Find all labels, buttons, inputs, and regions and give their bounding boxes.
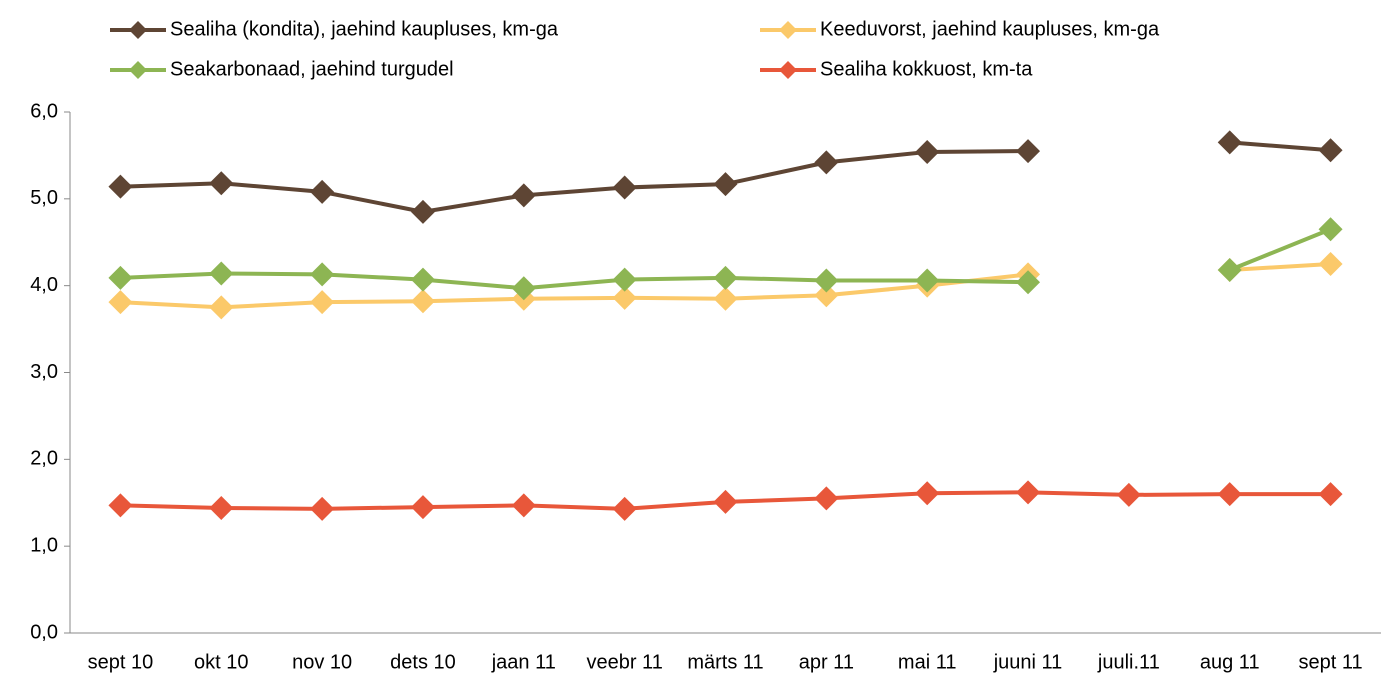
x-tick-label: nov 10 (292, 651, 352, 673)
x-tick-label: apr 11 (799, 651, 854, 673)
data-marker (511, 183, 536, 208)
data-marker (1116, 482, 1141, 507)
data-marker (410, 495, 435, 520)
data-marker (310, 290, 335, 315)
data-marker (612, 285, 637, 310)
data-marker (410, 199, 435, 224)
series-line (120, 140, 1331, 214)
data-marker (1318, 217, 1343, 242)
x-tick-label: juuni 11 (993, 651, 1063, 673)
y-tick-label: 4,0 (30, 274, 58, 296)
data-marker (1318, 482, 1343, 507)
data-marker (1318, 138, 1343, 163)
data-marker (108, 290, 133, 315)
data-marker (108, 265, 133, 290)
legend-marker (779, 21, 797, 39)
legend-label: Seakarbonaad, jaehind turgudel (170, 58, 454, 80)
data-marker (1016, 139, 1041, 164)
series-line (120, 227, 1332, 291)
x-tick-label: okt 10 (194, 651, 248, 673)
data-marker (1217, 482, 1242, 507)
legend-label: Sealiha kokkuost, km-ta (820, 58, 1033, 80)
y-tick-label: 2,0 (30, 448, 58, 470)
data-marker (814, 486, 839, 511)
y-tick-label: 1,0 (30, 534, 58, 556)
data-marker (612, 496, 637, 521)
data-marker (108, 493, 133, 518)
data-marker (1016, 270, 1041, 295)
data-marker (713, 172, 738, 197)
data-marker (310, 496, 335, 521)
x-tick-label: sept 10 (88, 651, 154, 673)
data-marker (511, 276, 536, 301)
data-marker (209, 295, 234, 320)
data-marker (814, 268, 839, 293)
data-marker (511, 493, 536, 518)
series-line (120, 261, 1331, 310)
y-tick-label: 5,0 (30, 187, 58, 209)
data-marker (915, 268, 940, 293)
data-marker (1217, 130, 1242, 155)
data-marker (310, 262, 335, 287)
data-marker (410, 289, 435, 314)
x-tick-label: veebr 11 (586, 651, 662, 673)
data-marker (915, 139, 940, 164)
data-marker (713, 286, 738, 311)
data-marker (612, 175, 637, 200)
data-marker (1016, 480, 1041, 505)
y-tick-label: 6,0 (30, 100, 58, 122)
y-tick-label: 0,0 (30, 621, 58, 643)
y-tick-label: 3,0 (30, 361, 58, 383)
x-tick-label: jaan 11 (491, 651, 556, 673)
x-tick-label: dets 10 (390, 651, 456, 673)
data-marker (209, 171, 234, 196)
data-marker (814, 150, 839, 175)
x-tick-label: märts 11 (687, 651, 763, 673)
x-tick-label: aug 11 (1200, 651, 1260, 673)
data-marker (410, 267, 435, 292)
data-marker (915, 481, 940, 506)
data-marker (209, 261, 234, 286)
data-marker (713, 489, 738, 514)
data-marker (1217, 258, 1242, 283)
legend-label: Sealiha (kondita), jaehind kaupluses, km… (170, 18, 559, 40)
x-tick-label: juuli.11 (1097, 651, 1160, 673)
data-marker (209, 495, 234, 520)
data-marker (713, 265, 738, 290)
legend-marker (129, 61, 147, 79)
x-tick-label: mai 11 (898, 651, 957, 673)
x-tick-label: sept 11 (1299, 651, 1363, 673)
data-marker (108, 174, 133, 199)
data-marker (310, 179, 335, 204)
data-marker (814, 283, 839, 308)
legend-marker (129, 21, 147, 39)
legend-label: Keeduvorst, jaehind kaupluses, km-ga (820, 18, 1160, 40)
legend-marker (779, 61, 797, 79)
data-marker (1318, 251, 1343, 276)
data-marker (612, 267, 637, 292)
